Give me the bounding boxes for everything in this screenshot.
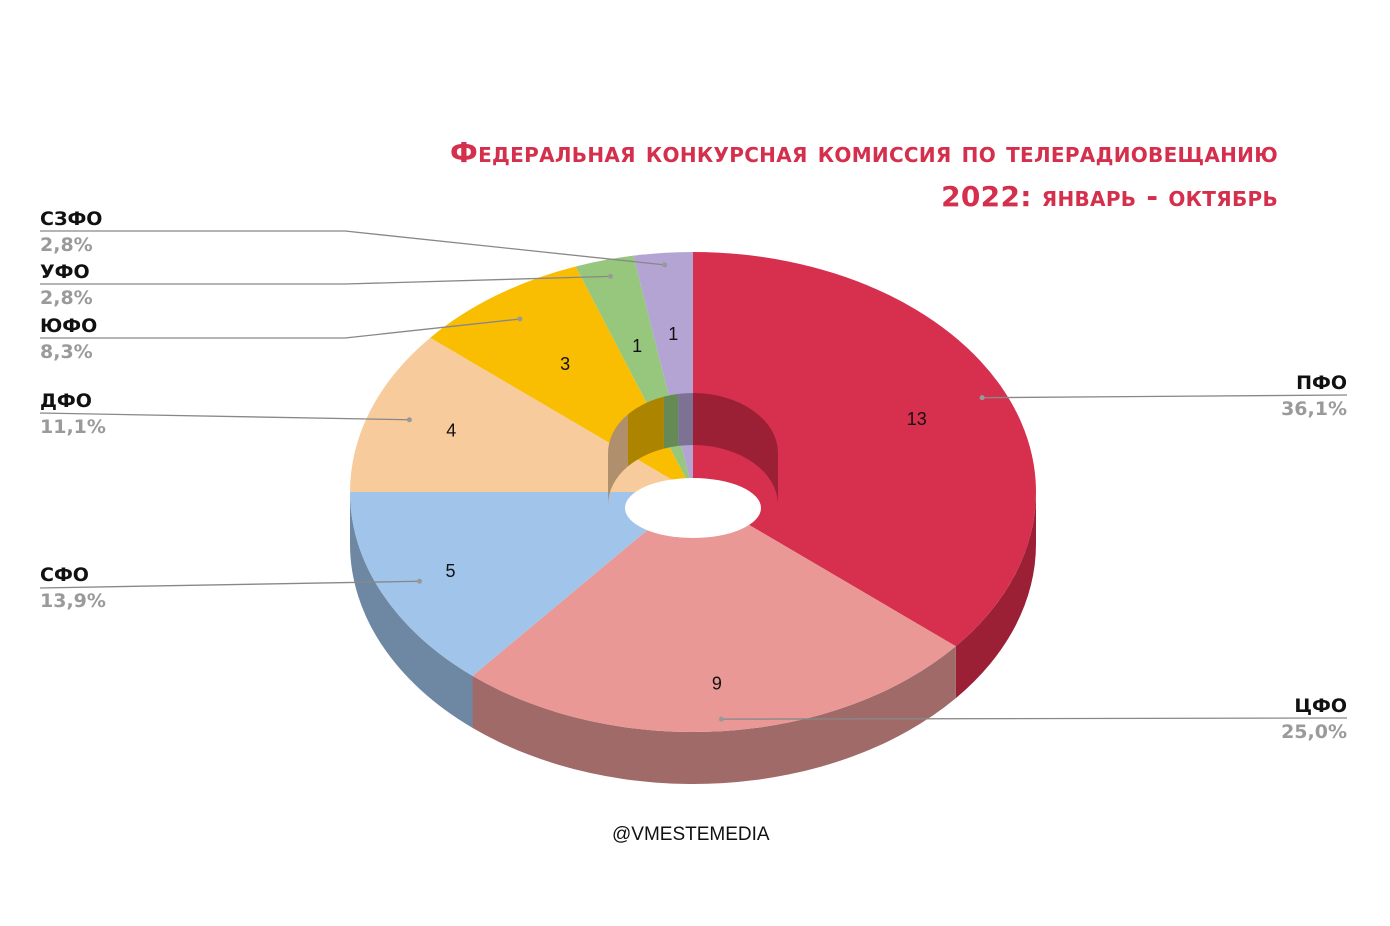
donut-hole xyxy=(625,478,761,538)
leader-dot xyxy=(517,316,523,322)
legend-percent: 36,1% xyxy=(1281,398,1347,420)
slice-value-label: 3 xyxy=(560,354,570,374)
leader-line xyxy=(40,230,665,266)
slice-side-1 xyxy=(472,646,956,785)
legend-percent: 25,0% xyxy=(1281,721,1347,743)
chart-value-labels: 13 9 5 4 3 1 1 xyxy=(446,324,927,693)
leader-dot xyxy=(607,273,613,279)
slice-side-0 xyxy=(955,492,1037,699)
legend-name: ПФО xyxy=(1296,372,1347,394)
legend-name: УФО xyxy=(40,261,90,283)
legend-name: СФО xyxy=(40,564,89,586)
slice-3 xyxy=(350,337,693,492)
leader-line xyxy=(40,275,611,285)
legend-name: ДФО xyxy=(40,390,92,412)
leader-dot xyxy=(718,716,724,722)
legend-percent: 11,1% xyxy=(40,416,106,438)
leader-line xyxy=(39,580,420,589)
slice-inner-3 xyxy=(608,414,628,505)
legend-label-ufo: УФО 2,8% xyxy=(40,260,93,312)
chart-top-faces xyxy=(350,252,1036,733)
legend-percent: 2,8% xyxy=(40,234,93,256)
leader-line xyxy=(39,412,410,421)
slice-inner-6 xyxy=(678,393,693,446)
legend-label-pfo: ПФО 36,1% xyxy=(1281,371,1347,423)
slice-value-label: 1 xyxy=(668,324,678,344)
legend-label-yufo: ЮФО 8,3% xyxy=(40,314,97,366)
slice-value-label: 5 xyxy=(446,561,456,581)
legend-label-szfo: СЗФО 2,8% xyxy=(40,207,102,259)
chart-side-walls xyxy=(350,492,1037,785)
slice-value-label: 9 xyxy=(712,673,722,693)
leader-dot xyxy=(979,395,985,401)
legend-name: ЮФО xyxy=(40,315,98,337)
leader-dot xyxy=(416,578,422,584)
legend-percent: 8,3% xyxy=(40,341,93,363)
legend-label-cfo: ЦФО 25,0% xyxy=(1281,694,1347,746)
slice-1 xyxy=(472,492,956,733)
slice-value-label: 1 xyxy=(632,336,642,356)
legend-name: ЦФО xyxy=(1294,695,1347,717)
chart-leader-lines xyxy=(39,230,1348,722)
slice-side-2 xyxy=(350,492,473,728)
chart-hole xyxy=(608,393,778,538)
slice-value-label: 4 xyxy=(446,420,456,440)
legend-name: СЗФО xyxy=(40,208,103,230)
chart-subtitle: 2022: январь - октябрь xyxy=(941,180,1278,213)
chart-title: Федеральная конкурсная комиссия по телер… xyxy=(450,136,1278,169)
leader-dot xyxy=(406,417,412,423)
slice-inner-5 xyxy=(663,393,679,449)
leader-line xyxy=(982,394,1348,399)
legend-label-dfo: ДФО 11,1% xyxy=(40,389,106,441)
slice-value-label: 13 xyxy=(907,409,927,429)
leader-dot xyxy=(662,262,668,268)
slice-inner-4 xyxy=(627,396,664,467)
legend-percent: 2,8% xyxy=(40,287,93,309)
footer-handle: @VMESTEMEDIA xyxy=(612,824,770,845)
leader-line xyxy=(721,717,1348,720)
slice-0 xyxy=(693,252,1036,647)
legend-percent: 13,9% xyxy=(40,590,106,612)
slice-inner-0 xyxy=(693,393,778,505)
slice-2 xyxy=(350,492,693,676)
leader-line xyxy=(40,318,520,339)
legend-label-sfo: СФО 13,9% xyxy=(40,563,106,615)
